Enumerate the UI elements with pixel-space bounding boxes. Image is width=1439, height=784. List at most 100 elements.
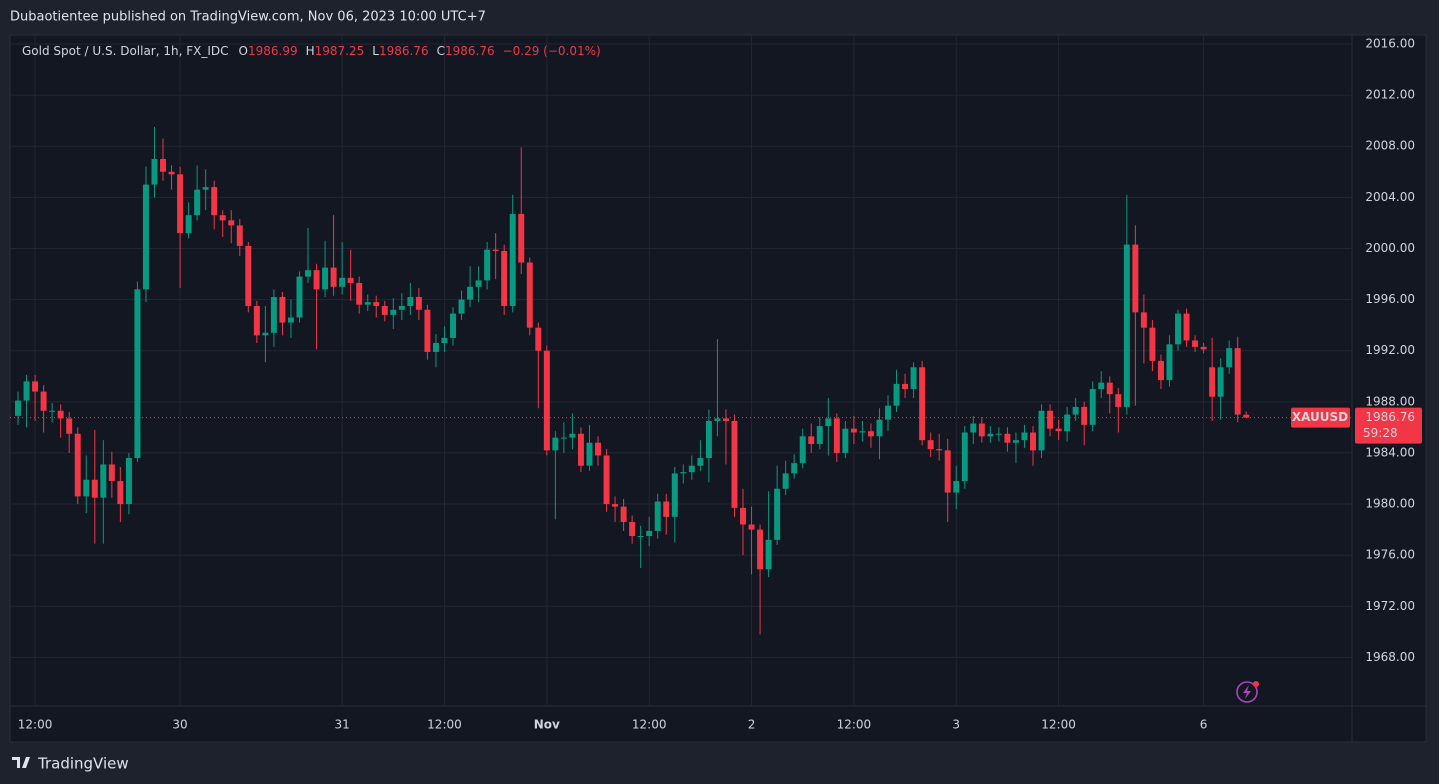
candle-body	[467, 286, 474, 300]
candle-body	[160, 158, 167, 172]
candle-body	[390, 309, 397, 315]
candle-body	[799, 436, 806, 464]
candle-body	[356, 282, 363, 305]
low-value: 1986.76	[379, 44, 429, 58]
candle-body	[339, 277, 346, 287]
candle-body	[211, 187, 218, 216]
candle-body	[432, 343, 439, 352]
candle-body	[995, 433, 1002, 435]
candle-body	[1089, 389, 1096, 425]
candle-body	[552, 437, 559, 451]
candle-body	[1175, 313, 1181, 345]
candle-body	[1217, 367, 1224, 397]
y-tick-label: 1972.00	[1365, 599, 1415, 613]
candle-body	[586, 442, 593, 466]
candle-body	[1132, 244, 1139, 313]
candle-body	[919, 367, 926, 441]
candle-body	[867, 431, 874, 437]
high-value: 1987.25	[315, 44, 365, 58]
candle-body	[1106, 382, 1113, 395]
candle-body	[714, 418, 721, 421]
candle-body	[1047, 410, 1054, 429]
candle-body	[168, 171, 175, 175]
candle-body	[458, 299, 465, 314]
candle-body	[1081, 406, 1088, 425]
candle-body	[705, 420, 712, 459]
symbol-tag-label: XAUUSD	[1292, 410, 1348, 424]
candle-body	[270, 297, 277, 333]
candle-body	[816, 426, 823, 444]
x-tick-label: 3	[952, 718, 960, 732]
candle-body	[501, 250, 508, 306]
candle-body	[654, 501, 661, 531]
y-tick-label: 1992.00	[1365, 343, 1415, 357]
candle-body	[612, 504, 619, 507]
candle-body	[543, 350, 550, 451]
candle-body	[910, 367, 917, 390]
candle-body	[364, 302, 371, 305]
chart-panel	[9, 34, 1427, 743]
candle-body	[194, 189, 201, 216]
candle-body	[791, 463, 798, 474]
candle-body	[57, 410, 64, 419]
candle-body	[902, 383, 909, 390]
x-tick-label: 6	[1200, 718, 1208, 732]
candle-body	[1166, 344, 1173, 381]
alert-circle	[1236, 681, 1258, 703]
candle-body	[560, 437, 567, 439]
candle-body	[526, 262, 533, 328]
candle-body	[1021, 432, 1028, 441]
candle-body	[1209, 367, 1216, 397]
candle-body	[1072, 406, 1079, 415]
candle-body	[987, 433, 994, 437]
candle-body	[1123, 244, 1130, 407]
candle-body	[253, 305, 260, 336]
candle-body	[671, 473, 678, 517]
x-tick-label: 2	[748, 718, 756, 732]
candle-body	[407, 297, 414, 306]
candle-body	[603, 455, 610, 505]
candle-body	[961, 432, 968, 482]
candle-body	[347, 277, 354, 283]
candle-body	[978, 423, 985, 437]
candle-body	[296, 276, 303, 318]
candle-body	[833, 418, 840, 453]
candle-body	[680, 472, 687, 474]
ohlc-label: L	[372, 44, 379, 58]
candle-body	[748, 524, 755, 530]
candle-body	[185, 215, 192, 234]
candle-body	[722, 418, 729, 421]
candle-body	[330, 267, 337, 287]
candle-body	[245, 245, 252, 306]
candle-body	[646, 530, 653, 537]
candle-body	[1038, 410, 1045, 451]
candle-body	[885, 405, 891, 420]
y-tick-label: 1976.00	[1365, 548, 1415, 562]
candle-body	[108, 464, 115, 482]
candle-body	[577, 433, 584, 466]
candle-body	[518, 213, 525, 263]
candle-body	[236, 225, 243, 246]
y-tick-label: 2012.00	[1365, 88, 1415, 102]
candle-body	[228, 220, 235, 226]
ohlc-label: O	[239, 44, 248, 58]
candle-body	[850, 428, 857, 433]
candle-body	[1183, 313, 1190, 341]
alert-dot	[1253, 681, 1259, 687]
candle-body	[697, 458, 704, 466]
alert-icon[interactable]	[1236, 681, 1259, 703]
candle-body	[1200, 346, 1207, 350]
candle-body	[151, 158, 158, 185]
x-tick-label: 12:00	[837, 718, 872, 732]
y-tick-label: 1984.00	[1365, 445, 1415, 459]
candle-body	[49, 410, 56, 412]
candle-body	[893, 383, 900, 406]
candle-body	[415, 297, 422, 310]
candle-body	[262, 332, 269, 336]
candle-body	[219, 215, 226, 221]
x-tick-label: 12:00	[427, 718, 462, 732]
candle-body	[441, 337, 448, 344]
candle-body	[629, 521, 636, 537]
brand-logo[interactable]: TradingView	[12, 755, 129, 773]
